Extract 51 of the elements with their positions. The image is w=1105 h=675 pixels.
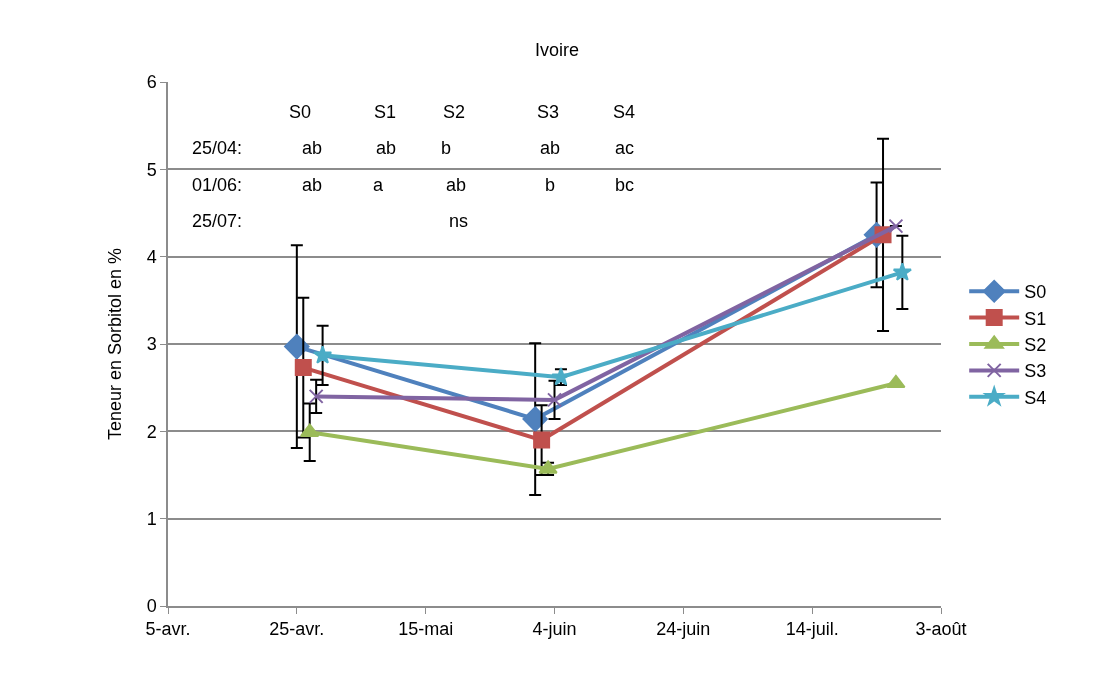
point — [886, 374, 906, 389]
y-axis-title: Teneur en Sorbitol en % — [105, 247, 126, 441]
y-tick-label: 6 — [146, 72, 157, 93]
annotation: S1 — [374, 102, 397, 122]
legend-label: S0 — [1024, 282, 1047, 303]
y-tick-label: 2 — [146, 421, 157, 442]
point — [547, 392, 562, 408]
annotation: a — [373, 175, 384, 195]
point — [533, 431, 551, 449]
annotation: ab — [302, 175, 323, 195]
point — [294, 359, 312, 377]
annotation: ab — [302, 138, 323, 158]
point — [522, 406, 548, 432]
annotation: 25/07: — [192, 211, 243, 231]
annotation: S2 — [443, 102, 466, 122]
y-tick-label: 1 — [146, 508, 157, 529]
chart-title: Ivoire — [534, 40, 580, 61]
annotation: b — [545, 175, 556, 195]
annotation: ab — [376, 138, 397, 158]
point — [284, 333, 310, 360]
annotation: S3 — [537, 102, 560, 122]
annotation: bc — [615, 175, 635, 195]
x-tick-label: 4-juin — [532, 619, 577, 640]
annotation: ns — [449, 211, 469, 231]
annotation: 25/04: — [192, 138, 243, 158]
point — [892, 262, 912, 281]
y-tick-label: 0 — [146, 596, 157, 617]
legend-label: S4 — [1024, 387, 1047, 408]
y-tick-label: 3 — [146, 334, 157, 355]
y-tick-label: 4 — [146, 246, 157, 267]
x-tick-label: 24-juin — [656, 619, 711, 640]
point — [308, 388, 324, 404]
legend-label: S1 — [1024, 308, 1047, 329]
annotation: S4 — [613, 102, 636, 122]
point — [300, 423, 320, 437]
legend-label: S3 — [1024, 361, 1047, 382]
point — [312, 345, 333, 364]
point — [888, 218, 904, 234]
legend-label: S2 — [1024, 335, 1047, 356]
annotation: S0 — [289, 102, 312, 122]
annotation: ac — [615, 138, 635, 158]
annotation: ab — [540, 138, 561, 158]
x-tick-label: 14-juil. — [785, 619, 839, 640]
annotation: 01/06: — [192, 175, 243, 195]
x-tick-label: 5-avr. — [145, 619, 191, 640]
x-tick-label: 15-mai — [398, 619, 454, 640]
y-tick-label: 5 — [146, 159, 157, 180]
annotation: ab — [446, 175, 467, 195]
x-tick-label: 25-avr. — [269, 619, 325, 640]
x-tick-label: 3-août — [915, 619, 967, 640]
annotation: b — [441, 138, 452, 158]
